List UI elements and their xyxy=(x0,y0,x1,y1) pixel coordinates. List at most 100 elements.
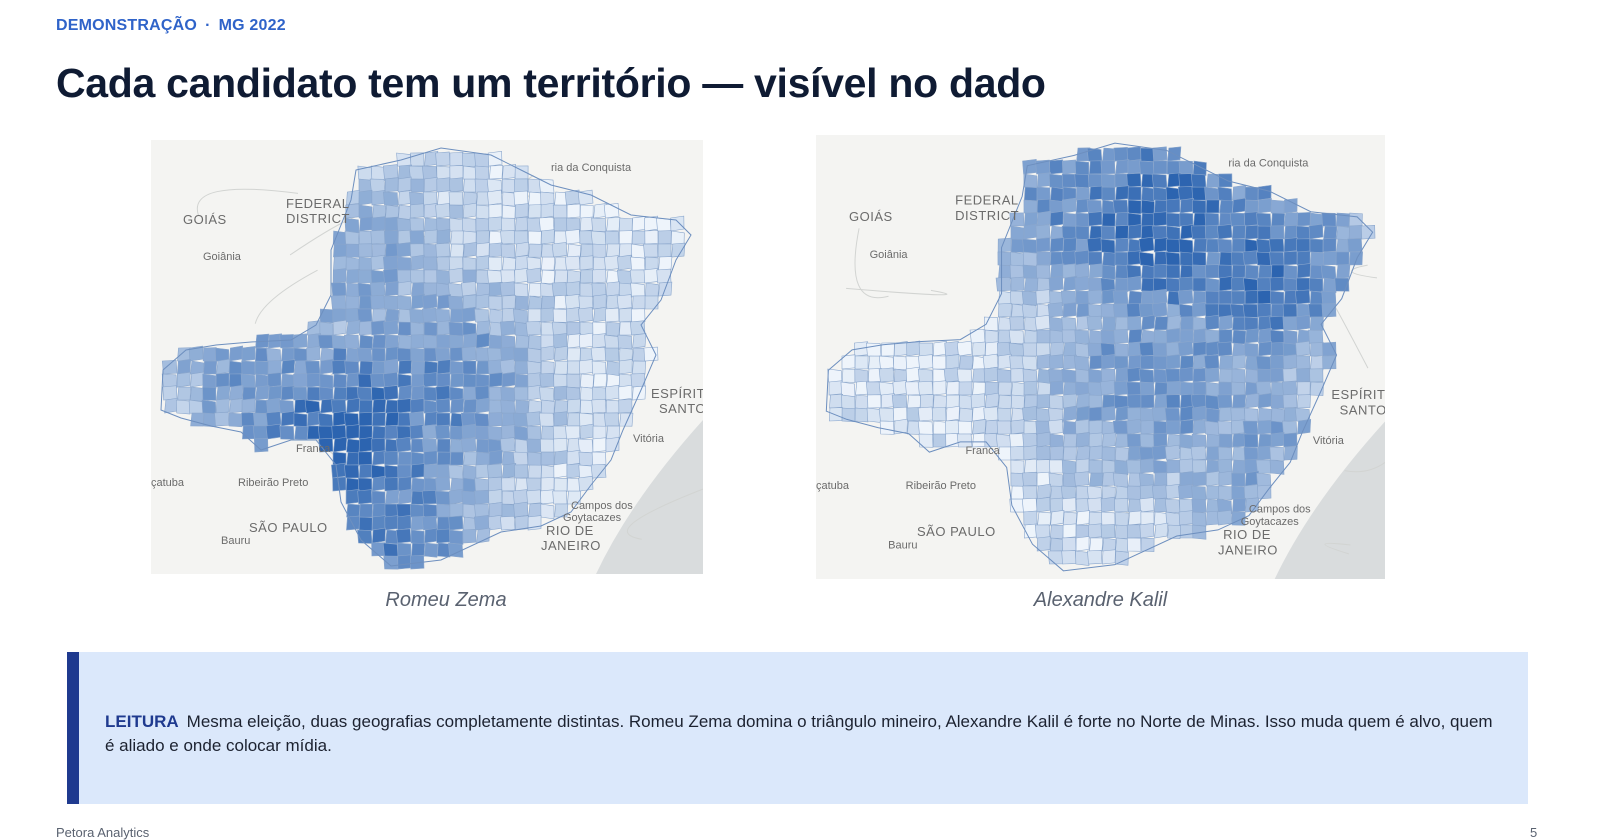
municipality-cell xyxy=(878,355,895,371)
municipality-cell xyxy=(1076,302,1091,318)
municipality-cell xyxy=(398,488,413,505)
page-title: Cada candidato tem um território — visív… xyxy=(56,60,1046,106)
municipality-cell xyxy=(397,554,412,570)
municipality-cell xyxy=(384,216,399,232)
municipality-cell xyxy=(356,347,373,362)
municipality-cell xyxy=(1101,354,1116,370)
municipality-cell xyxy=(1191,498,1207,513)
municipality-cell xyxy=(358,463,373,479)
municipality-cell xyxy=(1151,289,1168,305)
municipality-cell xyxy=(1270,290,1285,306)
municipality-cell xyxy=(476,360,491,375)
municipality-cell xyxy=(1128,354,1142,370)
municipality-cell xyxy=(384,281,399,297)
municipality-cell xyxy=(1127,199,1142,215)
municipality-cell xyxy=(372,398,387,414)
municipality-cell xyxy=(371,437,386,453)
municipality-cell xyxy=(1178,484,1194,500)
municipality-cell xyxy=(1075,212,1090,228)
municipality-cell xyxy=(945,419,960,435)
municipality-cell xyxy=(1024,277,1039,292)
municipality-cell xyxy=(436,372,451,388)
municipality-cell xyxy=(345,243,360,258)
municipality-cell xyxy=(1102,316,1116,331)
municipality-cell xyxy=(1258,264,1273,279)
river-line xyxy=(1344,461,1385,473)
municipality-cell xyxy=(1151,444,1168,461)
municipality-cell xyxy=(1100,496,1116,513)
municipality-cell xyxy=(1126,537,1142,552)
municipality-cell xyxy=(409,203,425,219)
municipality-cell xyxy=(448,295,464,311)
municipality-cell xyxy=(969,329,986,344)
municipality-cell xyxy=(1231,264,1246,279)
municipality-cell xyxy=(383,191,399,206)
municipality-cell xyxy=(1349,251,1363,266)
municipality-cell xyxy=(333,243,347,258)
municipality-cell xyxy=(1010,419,1025,435)
municipality-cell xyxy=(1269,251,1285,266)
municipality-cell xyxy=(397,464,412,479)
municipality-cell xyxy=(422,293,438,310)
municipality-cell xyxy=(161,373,178,389)
municipality-cell xyxy=(450,230,465,245)
municipality-cell xyxy=(1114,237,1129,253)
municipality-cell xyxy=(944,341,960,357)
municipality-cell xyxy=(1128,328,1143,344)
municipality-cell xyxy=(1050,524,1064,539)
municipality-cell xyxy=(1218,264,1233,279)
municipality-cell xyxy=(956,340,973,357)
municipality-cell xyxy=(487,269,503,285)
municipality-cell xyxy=(331,399,347,414)
municipality-cell xyxy=(1101,212,1116,227)
municipality-cell xyxy=(1100,160,1116,175)
municipality-cell xyxy=(997,407,1012,422)
municipality-cell xyxy=(1269,276,1285,292)
municipality-cell xyxy=(1087,523,1103,539)
municipality-cell xyxy=(1075,550,1090,566)
municipality-cell xyxy=(1257,419,1272,435)
municipality-cell xyxy=(488,334,503,350)
municipality-cell xyxy=(540,307,555,323)
municipality-cell xyxy=(540,202,555,219)
municipality-cell xyxy=(474,385,490,401)
municipality-cell xyxy=(1141,212,1155,228)
municipality-cell xyxy=(293,412,308,428)
municipalities xyxy=(161,151,686,570)
municipality-cell xyxy=(1139,341,1155,357)
municipality-cell xyxy=(565,307,581,323)
municipality-cell xyxy=(1062,393,1077,409)
municipality-cell xyxy=(512,489,529,505)
municipality-cell xyxy=(331,282,347,297)
municipality-cell xyxy=(488,386,503,401)
municipality-cell xyxy=(512,308,529,325)
municipality-cell xyxy=(1021,497,1038,513)
municipality-cell xyxy=(1218,407,1233,422)
municipality-cell xyxy=(1192,199,1207,215)
municipality-cell xyxy=(1088,303,1103,319)
municipality-cell xyxy=(1088,277,1103,292)
municipality-cell xyxy=(449,503,464,518)
municipality-cell xyxy=(1295,314,1311,331)
municipality-cell xyxy=(577,189,594,206)
municipality-cell xyxy=(1089,160,1103,175)
municipality-cell xyxy=(1049,316,1064,333)
municipality-cell xyxy=(1166,160,1181,175)
municipality-cell xyxy=(397,476,412,492)
municipality-cell xyxy=(945,405,960,422)
municipality-cell xyxy=(372,475,386,492)
municipality-cell xyxy=(841,394,856,411)
municipality-cell xyxy=(1166,225,1181,242)
municipality-cell xyxy=(1061,316,1077,332)
municipality-cell xyxy=(631,230,646,245)
municipality-cell xyxy=(435,151,451,167)
municipality-cell xyxy=(1127,316,1142,331)
municipality-cell xyxy=(215,372,230,388)
municipality-cell xyxy=(475,255,490,271)
municipality-cell xyxy=(1217,446,1233,462)
municipality-cell xyxy=(359,360,374,376)
municipality-cell xyxy=(1073,471,1090,487)
municipality-cell xyxy=(1180,316,1194,331)
municipality-cell xyxy=(905,366,921,383)
municipality-cell xyxy=(385,411,400,427)
